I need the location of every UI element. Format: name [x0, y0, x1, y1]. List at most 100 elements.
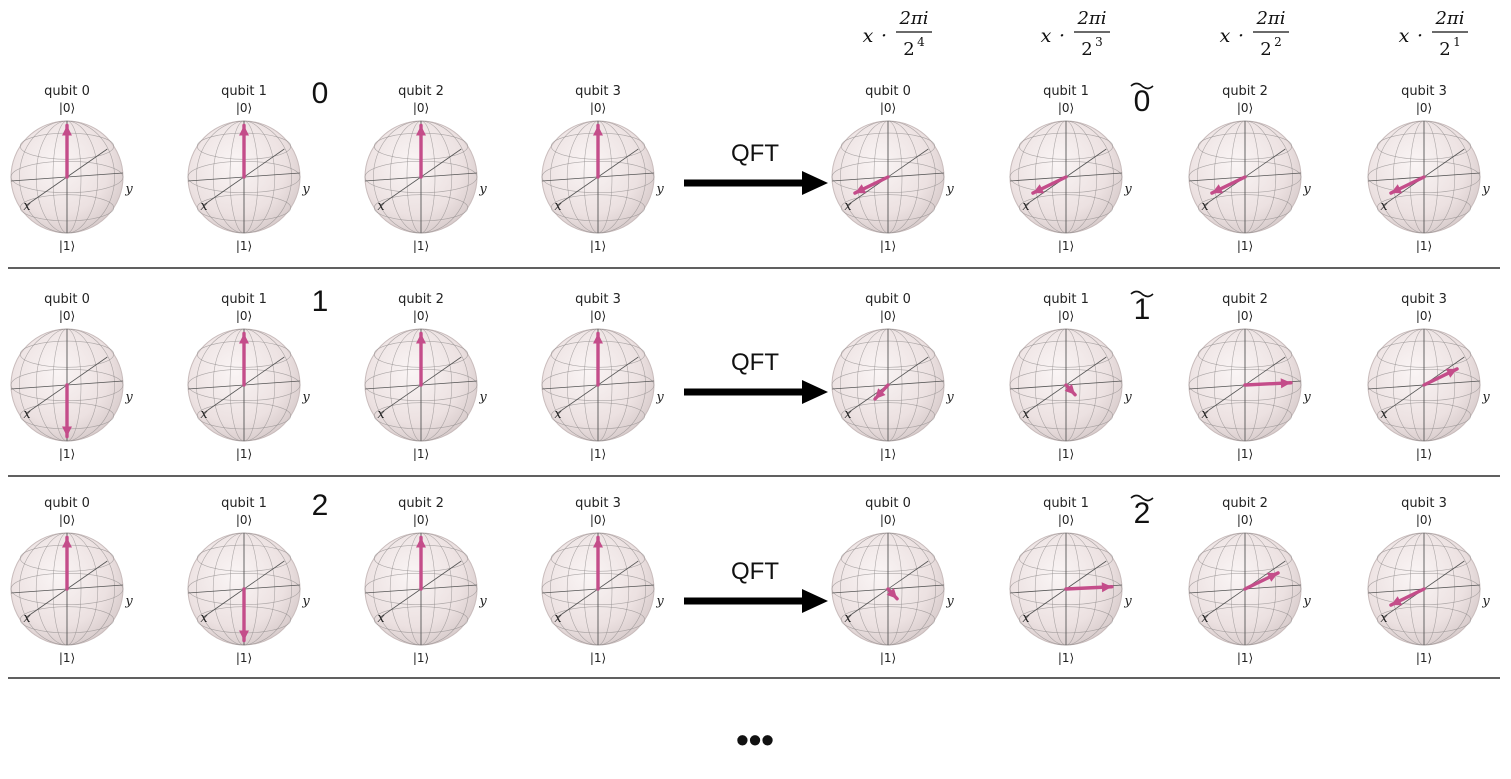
ket-zero-label: |0⟩: [1416, 309, 1432, 323]
state-vector-head: [886, 588, 898, 599]
state-vector-head: [1390, 184, 1403, 194]
ket-one-label: |1⟩: [59, 651, 75, 665]
bloch-sphere: [1009, 328, 1123, 442]
ellipsis: •••: [736, 719, 774, 760]
ket-zero-label: |0⟩: [236, 101, 252, 115]
y-axis-label: y: [655, 594, 664, 609]
output-qubit: qubit 2 |0⟩ |1⟩ x y: [1188, 496, 1311, 665]
qubit-label: qubit 3: [575, 84, 621, 99]
qubit-label: qubit 0: [865, 292, 911, 307]
qft-arrow-head: [802, 171, 828, 195]
ket-zero-label: |0⟩: [1237, 309, 1253, 323]
input-qubit: qubit 2 |0⟩ |1⟩ x y: [364, 496, 487, 665]
y-axis-label: y: [945, 182, 954, 197]
input-number: 2: [312, 489, 329, 522]
qubit-label: qubit 1: [1043, 84, 1089, 99]
phase-exponent: 4: [917, 35, 925, 49]
state-vector-head: [416, 537, 426, 548]
state-vector-head: [1101, 582, 1112, 593]
x-axis-label: x: [1201, 611, 1209, 626]
ket-one-label: |1⟩: [880, 239, 896, 253]
state-vector-head: [1445, 368, 1458, 378]
y-axis-label: y: [1302, 182, 1311, 197]
input-number: 0: [312, 77, 329, 110]
ket-one-label: |1⟩: [1237, 239, 1253, 253]
ket-one-label: |1⟩: [1416, 447, 1432, 461]
state-vector-head: [1390, 596, 1403, 606]
state-vector-head: [854, 184, 867, 194]
output-qubit: qubit 2 |0⟩ |1⟩ x y: [1188, 292, 1311, 461]
y-axis-label: y: [1123, 390, 1132, 405]
qft-row: qubit 0 |0⟩ |1⟩ x y qubit 1 |0⟩ |1⟩ x y qubit 2 |0⟩…: [10, 489, 1490, 665]
bloch-sphere: [364, 120, 478, 234]
ket-one-label: |1⟩: [236, 239, 252, 253]
x-axis-label: x: [844, 199, 852, 214]
output-qubit: qubit 0 |0⟩ |1⟩ x y: [831, 84, 954, 253]
ket-one-label: |1⟩: [1058, 651, 1074, 665]
x-axis-label: x: [200, 407, 208, 422]
phase-header: x · 2πi 2 1: [1399, 8, 1468, 60]
state-vector-head: [239, 333, 249, 344]
input-qubit: qubit 3 |0⟩ |1⟩ x y: [541, 292, 664, 461]
x-axis-label: x: [554, 407, 562, 422]
bloch-sphere: [831, 328, 945, 442]
bloch-sphere: [1188, 328, 1302, 442]
y-axis-label: y: [301, 594, 310, 609]
state-vector-head: [1032, 184, 1045, 194]
phase-x-symbol: x: [1399, 25, 1410, 47]
ket-zero-label: |0⟩: [413, 309, 429, 323]
y-axis-label: y: [124, 594, 133, 609]
ket-one-label: |1⟩: [880, 651, 896, 665]
state-vector-head: [1064, 384, 1076, 395]
qft-label: QFT: [731, 558, 779, 585]
bloch-sphere: [541, 120, 655, 234]
y-axis-label: y: [1123, 594, 1132, 609]
rows: qubit 0 |0⟩ |1⟩ x y qubit 1 |0⟩ |1⟩ x y qubit 2 |0⟩…: [8, 77, 1500, 679]
ket-zero-label: |0⟩: [1237, 101, 1253, 115]
bloch-sphere: [831, 532, 945, 646]
phase-dot: ·: [1059, 25, 1065, 47]
state-vector-head: [593, 537, 603, 548]
output-qubit: qubit 1 |0⟩ |1⟩ x y: [1009, 292, 1132, 461]
qubit-label: qubit 2: [398, 292, 444, 307]
state-vector-head: [1266, 572, 1279, 582]
qubit-label: qubit 3: [575, 292, 621, 307]
y-axis-label: y: [1481, 594, 1490, 609]
x-axis-label: x: [1022, 611, 1030, 626]
x-axis-label: x: [377, 199, 385, 214]
phase-numerator: 2πi: [1255, 8, 1285, 29]
x-axis-label: x: [23, 199, 31, 214]
qft-label: QFT: [731, 140, 779, 167]
qubit-label: qubit 2: [398, 496, 444, 511]
ket-one-label: |1⟩: [1237, 447, 1253, 461]
ket-one-label: |1⟩: [590, 447, 606, 461]
phase-header: x · 2πi 2 3: [1041, 8, 1110, 60]
bloch-sphere: [1188, 532, 1302, 646]
y-axis-label: y: [1123, 182, 1132, 197]
state-vector-head: [62, 426, 72, 437]
ket-one-label: |1⟩: [236, 651, 252, 665]
qft-arrow-head: [802, 380, 828, 404]
bloch-sphere: [187, 328, 301, 442]
phase-dot: ·: [1417, 25, 1423, 47]
y-axis-label: y: [478, 594, 487, 609]
tilde-mark: [1130, 290, 1154, 298]
x-axis-label: x: [844, 407, 852, 422]
x-axis-label: x: [377, 611, 385, 626]
ket-one-label: |1⟩: [1058, 447, 1074, 461]
phase-numerator: 2πi: [1434, 8, 1464, 29]
y-axis-label: y: [1302, 390, 1311, 405]
y-axis-label: y: [301, 390, 310, 405]
input-qubit: qubit 0 |0⟩ |1⟩ x y: [10, 84, 133, 253]
y-axis-label: y: [1481, 182, 1490, 197]
qubit-label: qubit 3: [1401, 84, 1447, 99]
input-qubit: qubit 0 |0⟩ |1⟩ x y: [10, 496, 133, 665]
tilde-mark: [1130, 82, 1154, 90]
ket-one-label: |1⟩: [413, 447, 429, 461]
input-qubit: qubit 3 |0⟩ |1⟩ x y: [541, 496, 664, 665]
ket-zero-label: |0⟩: [236, 513, 252, 527]
qubit-label: qubit 1: [221, 292, 267, 307]
x-axis-label: x: [844, 611, 852, 626]
phase-exponent: 2: [1274, 35, 1282, 49]
